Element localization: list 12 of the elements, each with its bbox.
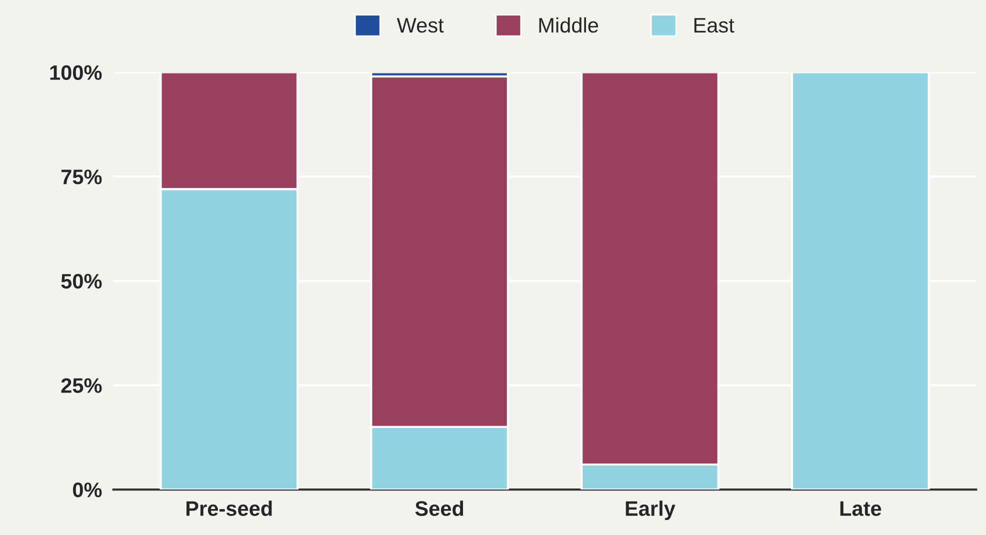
legend-label: West [396,18,444,33]
legend-label: Middle [539,17,598,33]
x-tick-label: Late [840,501,882,516]
x-tick-label: Pre-seed [186,500,272,516]
y-tick-label: 50% [61,274,102,289]
x-tick-label: Seed [415,500,464,516]
y-tick-label: 0% [72,482,102,498]
y-tick-label: 100% [50,65,102,80]
y-tick-label: 75% [61,170,102,184]
x-tick-label: Early [626,500,676,520]
y-tick-label: 25% [61,378,102,393]
legend-label: East [694,18,734,33]
